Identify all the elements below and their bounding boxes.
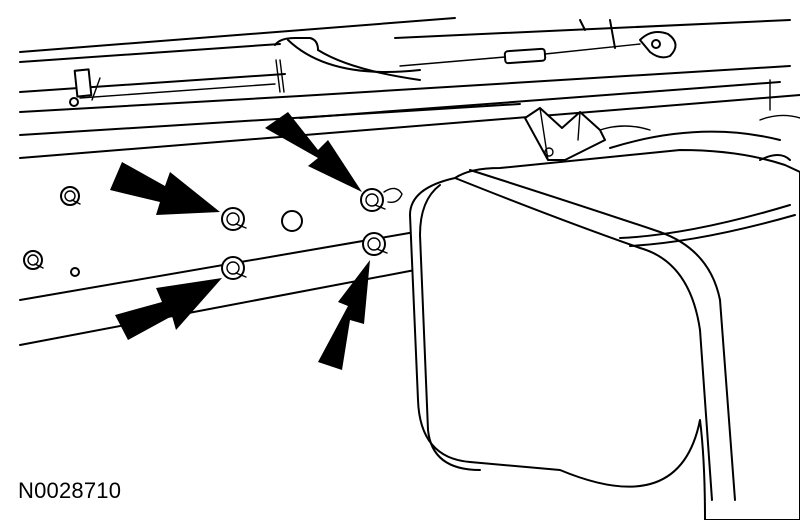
tank-bracket [524,107,651,161]
bolt-4 [362,232,388,256]
arrow-1 [110,162,220,215]
fuel-tank [409,79,800,520]
cable-clip-left [69,68,276,107]
frame-holes-left [70,210,303,277]
bolt-unmarked-1 [60,186,81,206]
arrow-2 [115,278,222,340]
arrow-3 [265,112,362,192]
frame-rail-lines [19,17,800,346]
figure-id-label: N0028710 [18,478,122,503]
bolt-2 [221,256,247,280]
bolt-unmarked-2 [23,250,44,270]
bolt-1 [221,207,247,231]
bolt-3 [360,187,403,212]
crossmember-bracket [274,37,421,93]
arrow-4 [318,260,370,370]
cable-clip-right [399,19,677,67]
